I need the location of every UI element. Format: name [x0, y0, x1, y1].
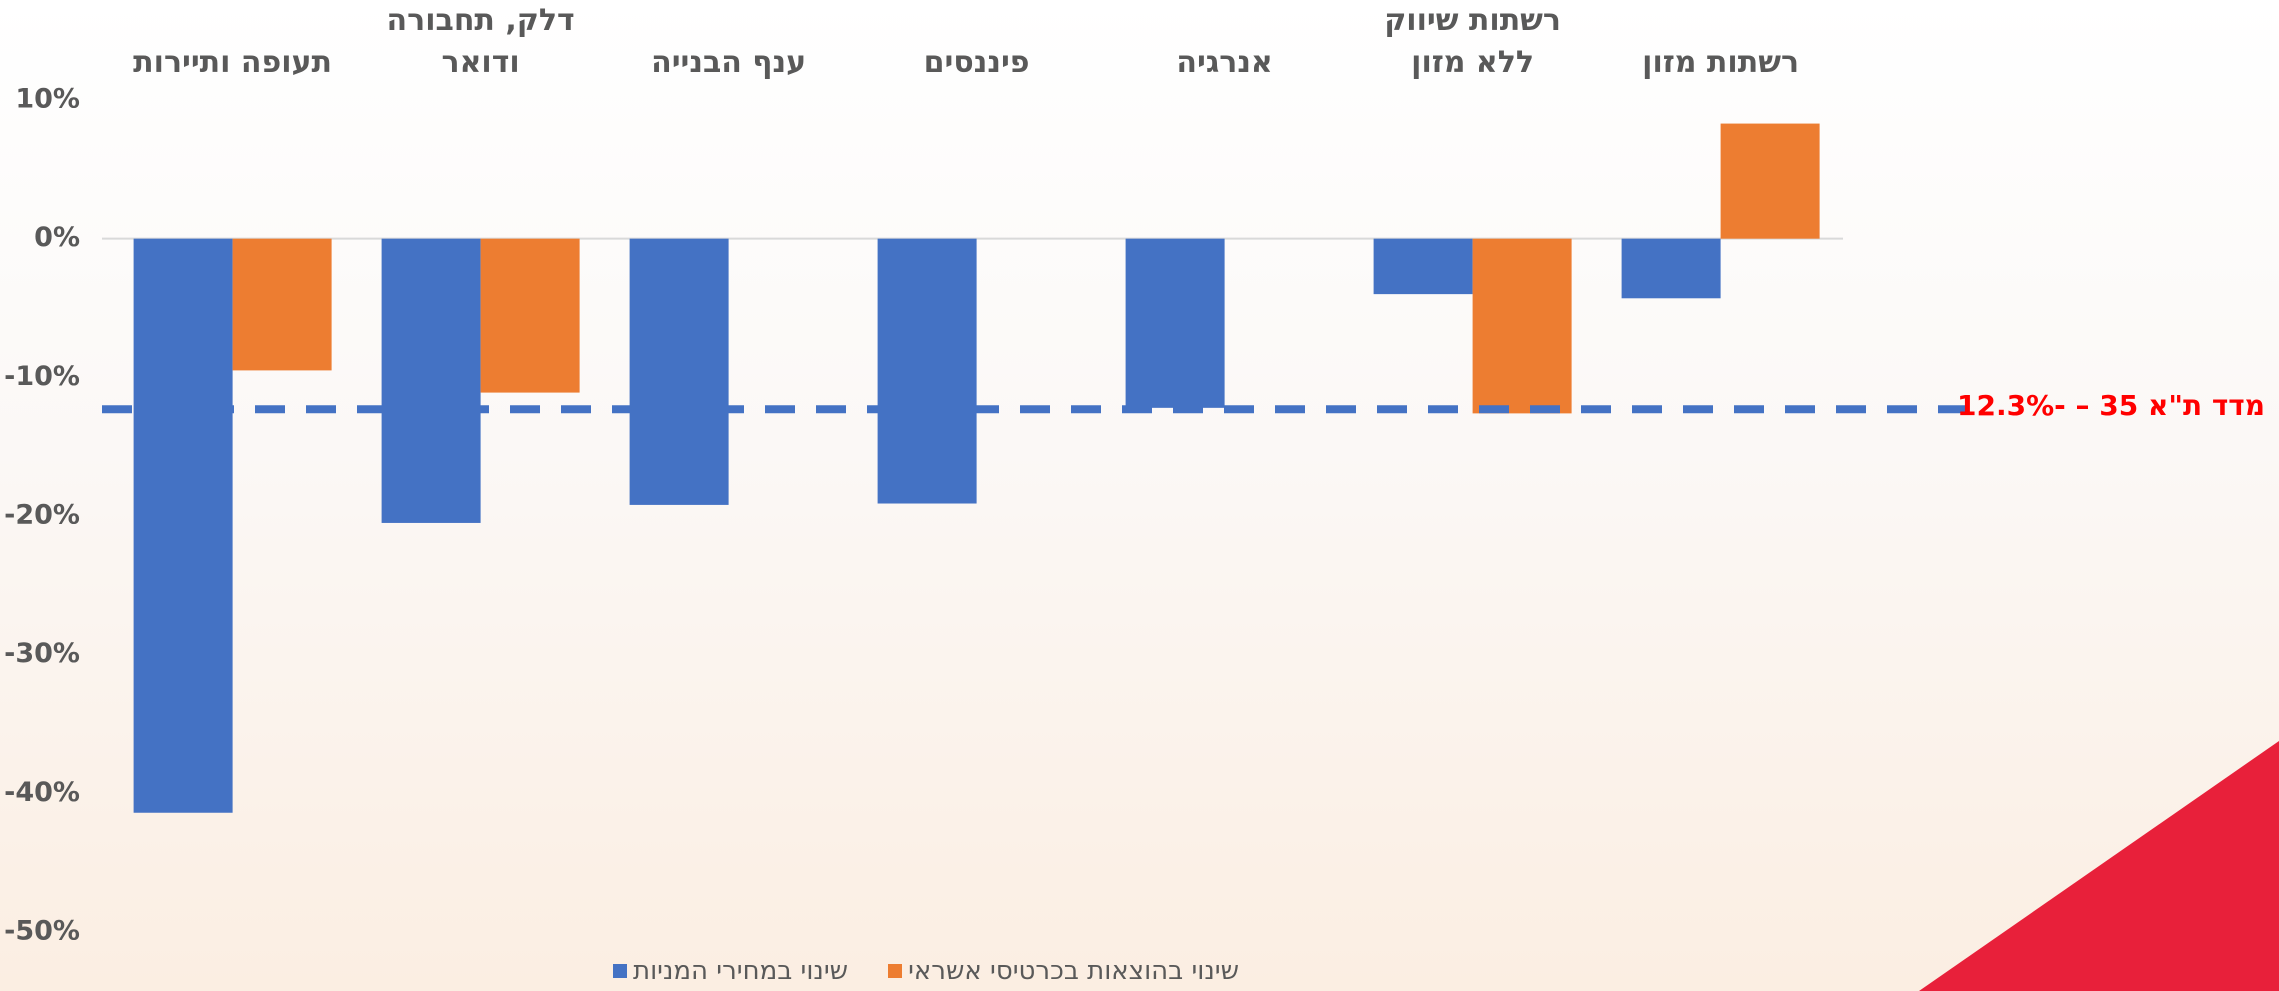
legend-swatch: [888, 964, 903, 978]
y-tick-label: 0%: [34, 222, 80, 253]
x-category-label: פיננסים: [923, 45, 1030, 80]
bar: [1125, 238, 1225, 408]
bar: [1373, 238, 1473, 295]
x-category-label: אנרגיה: [1176, 45, 1273, 80]
bar: [480, 238, 580, 393]
y-tick-label: -40%: [4, 777, 80, 808]
legend-swatch: [612, 964, 627, 978]
y-tick-label: -10%: [4, 361, 80, 392]
corner-decoration: [1919, 741, 2279, 991]
y-tick-label: -30%: [4, 638, 80, 669]
reference-label: מדד ת"א 35 – -12.3%: [1956, 389, 2265, 423]
y-tick-label: 10%: [15, 84, 80, 115]
x-category-label: ענף הבנייה: [651, 45, 807, 80]
y-tick-label: -50%: [4, 916, 80, 947]
bar: [381, 238, 481, 523]
bar: [877, 238, 977, 504]
y-tick-label: -20%: [4, 500, 80, 531]
bar: [1472, 238, 1572, 414]
legend-label: שינוי במחירי המניות: [632, 956, 849, 986]
legend: שינוי במחירי המניות שינוי בהוצאות בכרטיסי…: [0, 956, 1852, 986]
x-category-label: דלק, תחבורה ודואר: [386, 3, 575, 80]
bar: [133, 238, 233, 813]
bar: [1621, 238, 1721, 299]
bar: [232, 238, 332, 371]
x-category-label: רשתות מזון: [1642, 45, 1800, 80]
x-category-label: רשתות שיווק ללא מזון: [1384, 3, 1561, 80]
bar: [629, 238, 729, 505]
legend-item: שינוי במחירי המניות: [612, 956, 849, 986]
legend-label: שינוי בהוצאות בכרטיסי אשראי: [908, 956, 1239, 986]
legend-item: שינוי בהוצאות בכרטיסי אשראי: [888, 956, 1239, 986]
x-category-label: תעופה ותיירות: [133, 45, 333, 80]
bar: [1720, 123, 1820, 239]
